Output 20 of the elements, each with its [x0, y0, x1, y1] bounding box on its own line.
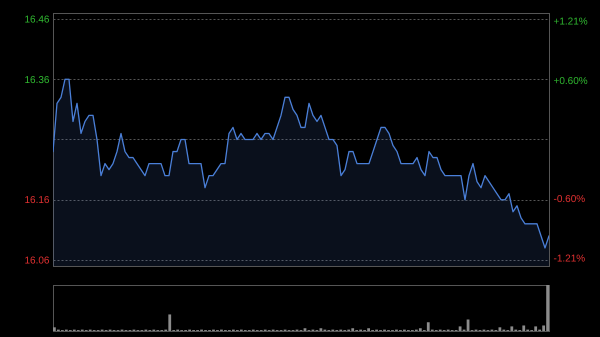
bar	[546, 285, 549, 331]
y2-tick-label: -0.60%	[554, 194, 586, 205]
y-tick-label: 16.36	[24, 74, 50, 86]
bar	[53, 327, 56, 331]
y2-tick-label: +0.60%	[554, 76, 588, 88]
bar	[522, 325, 526, 331]
bar	[168, 314, 172, 331]
bar	[319, 328, 322, 331]
bar	[458, 326, 462, 331]
bar	[351, 328, 354, 331]
y-tick-label: 16.16	[24, 195, 50, 206]
y2-tick-label: -1.21%	[554, 254, 586, 265]
bar	[498, 327, 502, 331]
bar	[367, 328, 370, 331]
bar	[418, 328, 422, 331]
y-tick-label: 16.06	[24, 255, 50, 266]
y2-tick-label: +1.21%	[554, 16, 588, 28]
bar	[466, 320, 470, 331]
bar	[304, 328, 306, 331]
y-tick-label: 16.46	[24, 14, 50, 26]
